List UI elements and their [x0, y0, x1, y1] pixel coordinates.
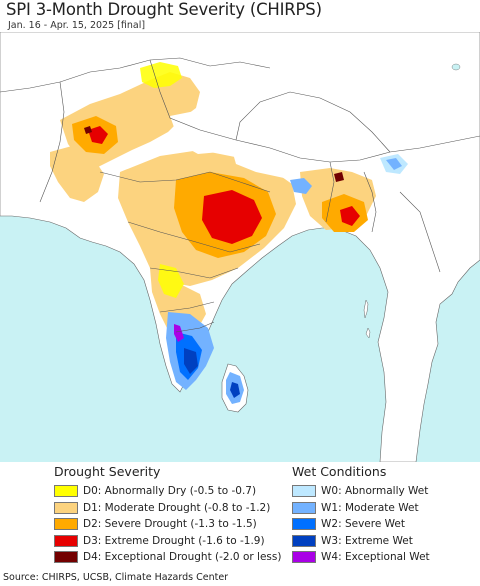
andaman-islands: [363, 299, 371, 339]
drought-legend-label: D3: Extreme Drought (-1.6 to -1.9): [83, 534, 265, 547]
w1-region-east: [290, 178, 312, 194]
wet-legend-label: W2: Severe Wet: [321, 518, 405, 530]
d0-region-south: [158, 264, 184, 298]
drought-legend-item: D2: Severe Drought (-1.3 to -1.5): [54, 517, 257, 531]
source-credit: Source: CHIRPS, UCSB, Climate Hazards Ce…: [3, 572, 229, 583]
drought-legend-label: D2: Severe Drought (-1.3 to -1.5): [83, 518, 257, 530]
lake: [451, 63, 461, 71]
d3-region-central: [202, 190, 262, 244]
drought-legend-label: D4: Exceptional Drought (-2.0 or less): [83, 551, 282, 563]
drought-legend-label: D1: Moderate Drought (-0.8 to -1.2): [83, 501, 271, 514]
normal-region-north: [170, 110, 230, 154]
d4-region: [84, 126, 92, 134]
d4-region-east: [334, 172, 344, 182]
d1-region-west: [50, 146, 104, 202]
wet-legend-item: W0: Abnormally Wet: [292, 484, 428, 498]
drought-swatch: [54, 501, 78, 514]
w3-region-south: [184, 348, 198, 374]
wet-legend-item: W3: Extreme Wet: [292, 534, 413, 548]
w4-region-south: [174, 324, 184, 342]
legend: Drought Severity Wet Conditions D0: Abno…: [0, 462, 480, 570]
wet-legend-label: W4: Exceptional Wet: [321, 551, 430, 563]
wet-swatch: [292, 518, 316, 530]
drought-legend-item: D3: Extreme Drought (-1.6 to -1.9): [54, 534, 265, 548]
drought-legend-label: D0: Abnormally Dry (-0.5 to -0.7): [83, 485, 257, 497]
drought-swatch: [54, 534, 78, 547]
wet-swatch: [292, 501, 316, 514]
d0-region-north: [140, 62, 182, 88]
wet-legend-label: W1: Moderate Wet: [321, 501, 419, 514]
drought-legend-item: D4: Exceptional Drought (-2.0 or less): [54, 550, 281, 564]
wet-swatch: [292, 534, 316, 547]
drought-swatch: [54, 551, 78, 563]
wet-legend-label: W0: Abnormally Wet: [321, 485, 429, 497]
w1-region-northeast: [386, 158, 402, 170]
drought-legend-title: Drought Severity: [54, 464, 161, 479]
map-subtitle: Jan. 16 - Apr. 15, 2025 [final]: [8, 20, 146, 31]
wet-legend-item: W2: Severe Wet: [292, 517, 405, 531]
drought-swatch: [54, 485, 78, 497]
map-title: SPI 3-Month Drought Severity (CHIRPS): [6, 0, 322, 19]
w3-region-sri-lanka: [230, 382, 240, 398]
wet-legend-label: W3: Extreme Wet: [321, 534, 413, 547]
wet-legend-title: Wet Conditions: [292, 464, 387, 479]
drought-swatch: [54, 518, 78, 530]
wet-legend-item: W4: Exceptional Wet: [292, 550, 430, 564]
drought-legend-item: D1: Moderate Drought (-0.8 to -1.2): [54, 501, 270, 515]
d3-region-east: [340, 206, 360, 226]
d3-region-northwest: [88, 126, 108, 144]
borders: [0, 57, 480, 333]
drought-legend-item: D0: Abnormally Dry (-0.5 to -0.7): [54, 484, 256, 498]
drought-map: [0, 32, 480, 462]
wet-swatch: [292, 551, 316, 563]
wet-swatch: [292, 485, 316, 497]
wet-legend-item: W1: Moderate Wet: [292, 501, 419, 515]
